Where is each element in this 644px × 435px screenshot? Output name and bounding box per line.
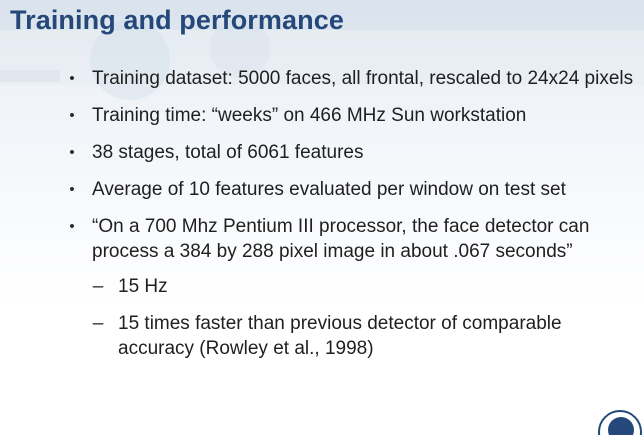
seal-inner-emblem bbox=[608, 417, 634, 435]
bullet-text: “On a 700 Mhz Pentium III processor, the… bbox=[92, 216, 590, 262]
sub-bullet-item: – 15 Hz bbox=[91, 274, 636, 299]
bullet-list: • Training dataset: 5000 faces, all fron… bbox=[66, 66, 636, 373]
bullet-marker: • bbox=[69, 107, 75, 124]
bullet-marker: • bbox=[69, 70, 75, 87]
bullet-item: • “On a 700 Mhz Pentium III processor, t… bbox=[66, 214, 636, 361]
bullet-text: Average of 10 features evaluated per win… bbox=[92, 179, 566, 200]
university-seal-icon bbox=[598, 410, 642, 435]
bullet-item: • Average of 10 features evaluated per w… bbox=[66, 177, 636, 202]
bullet-item: • Training time: “weeks” on 466 MHz Sun … bbox=[66, 103, 636, 128]
bullet-text: Training dataset: 5000 faces, all fronta… bbox=[92, 68, 634, 89]
bullet-item: • 38 stages, total of 6061 features bbox=[66, 140, 636, 165]
sub-bullet-marker: – bbox=[92, 276, 104, 297]
bullet-marker: • bbox=[69, 218, 75, 235]
sub-bullet-text: 15 times faster than previous detector o… bbox=[118, 313, 562, 359]
sub-bullet-marker: – bbox=[92, 313, 104, 334]
sub-bullet-item: – 15 times faster than previous detector… bbox=[91, 311, 636, 361]
bullet-text: 38 stages, total of 6061 features bbox=[92, 142, 364, 163]
slide-title: Training and performance bbox=[10, 5, 344, 35]
bullet-item: • Training dataset: 5000 faces, all fron… bbox=[66, 66, 636, 91]
bullet-text: Training time: “weeks” on 466 MHz Sun wo… bbox=[92, 105, 527, 126]
bullet-marker: • bbox=[69, 181, 75, 198]
sub-bullet-text: 15 Hz bbox=[118, 276, 168, 297]
bullet-marker: • bbox=[69, 144, 75, 161]
sub-bullet-list: – 15 Hz – 15 times faster than previous … bbox=[91, 274, 636, 361]
